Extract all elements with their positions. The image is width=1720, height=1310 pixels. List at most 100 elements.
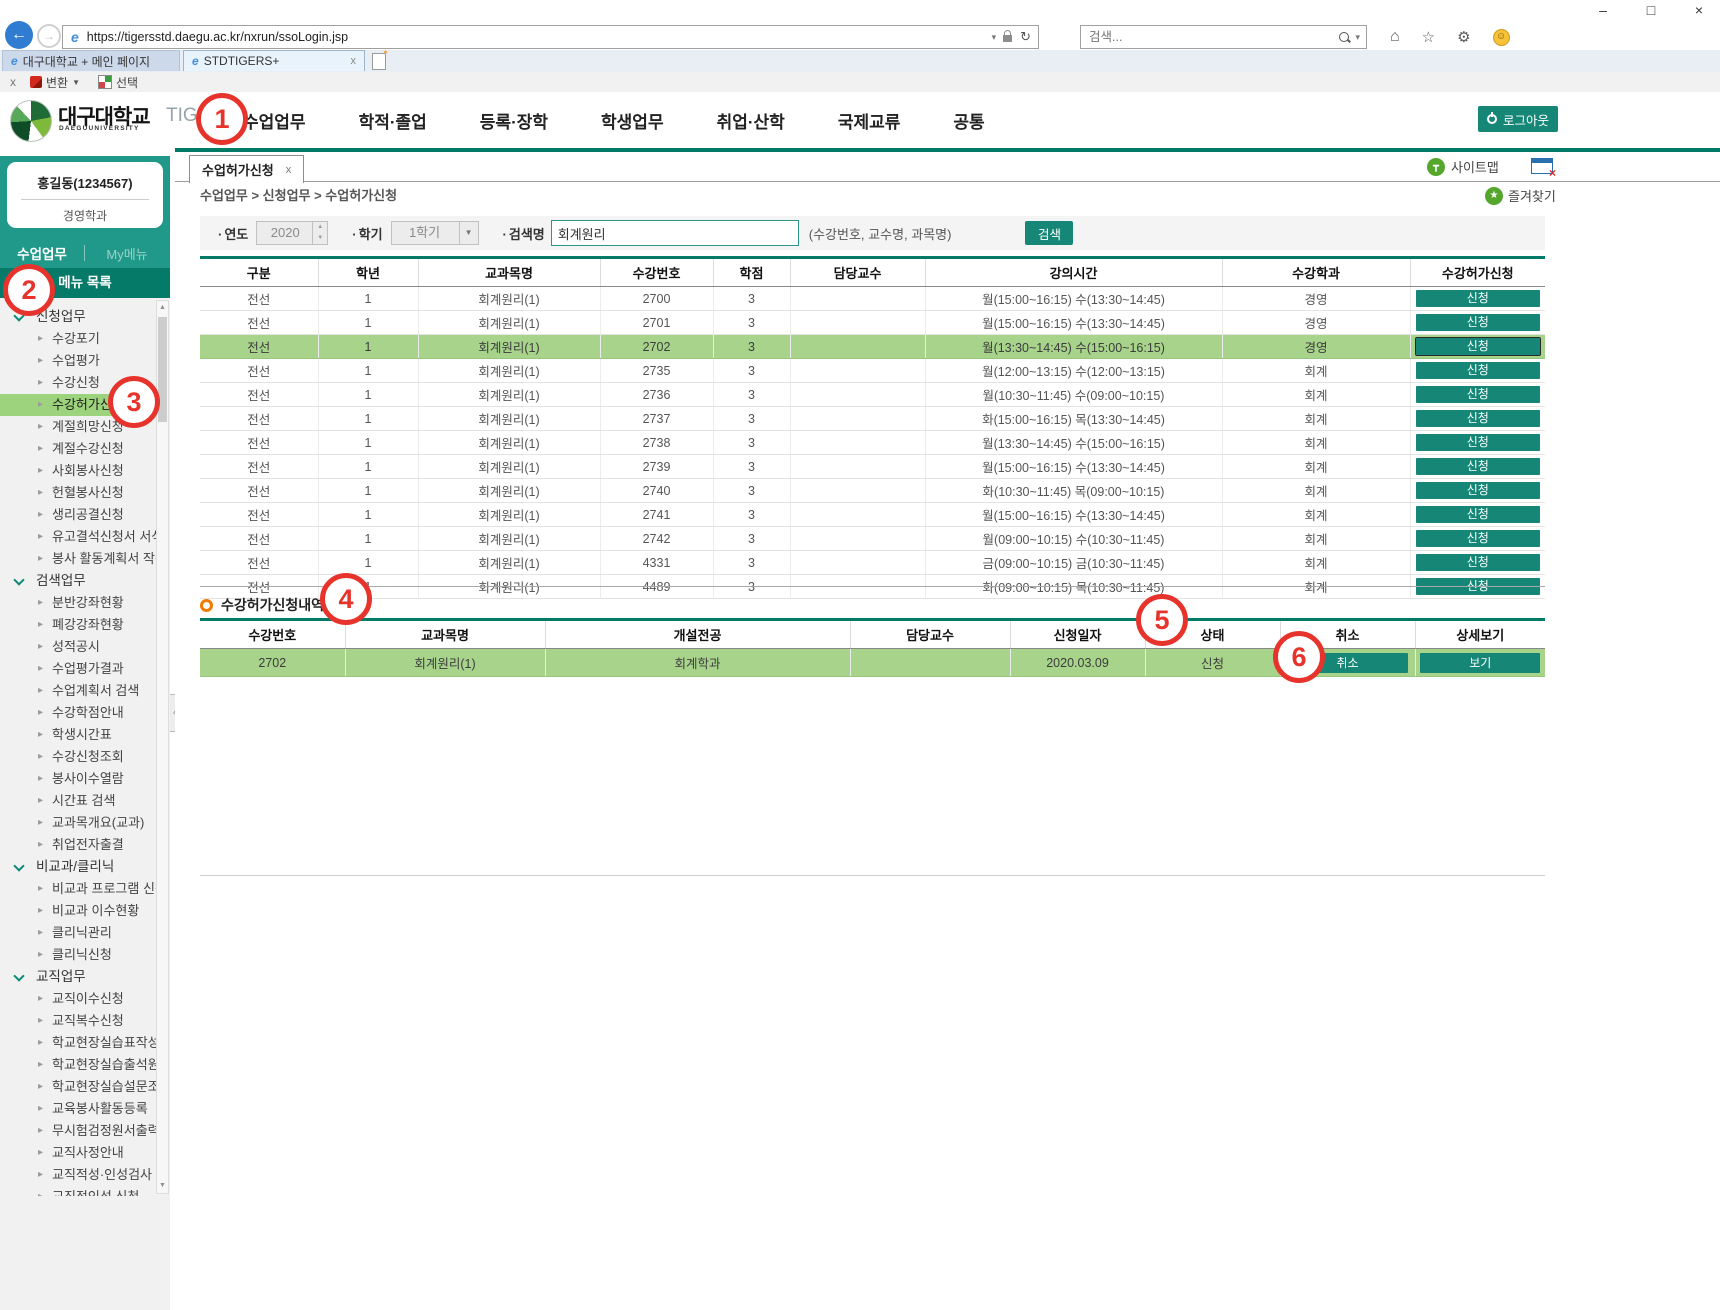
sidebar-menu-item[interactable]: 취업전자출결	[0, 834, 156, 856]
browser-tab-main-page[interactable]: e 대구대학교 + 메인 페이지	[2, 50, 180, 71]
apply-button[interactable]: 신청	[1415, 434, 1540, 451]
apply-button[interactable]: 신청	[1414, 337, 1541, 356]
add-favorite-button[interactable]: ★ 즐겨찾기	[1485, 186, 1556, 205]
logout-button[interactable]: 로그아웃	[1478, 106, 1558, 132]
sidebar-menu-item[interactable]: 수강신청	[0, 372, 156, 394]
course-row[interactable]: 전선 1 회계원리(1) 2701 3 월(15:00~16:15) 수(13:…	[200, 310, 1545, 335]
sidebar-menu-item[interactable]: 학생시간표	[0, 724, 156, 746]
scroll-up-icon[interactable]: ▲	[159, 304, 166, 311]
scroll-down-icon[interactable]: ▼	[159, 1182, 166, 1189]
sidebar-menu-item[interactable]: 성적공시	[0, 636, 156, 658]
course-row[interactable]: 전선 1 회계원리(1) 2736 3 월(10:30~11:45) 수(09:…	[200, 382, 1545, 407]
sidebar-menu-item[interactable]: 학교현장실습설문조사	[0, 1076, 156, 1098]
sidebar-menu-item[interactable]: 봉사이수열람	[0, 768, 156, 790]
sidebar-menu-item[interactable]: 교직업무	[0, 966, 156, 988]
apply-button[interactable]: 신청	[1415, 482, 1540, 499]
sidebar-menu-item[interactable]: 수업계획서 검색	[0, 680, 156, 702]
sitemap-button[interactable]: ┳ 사이트맵	[1427, 157, 1499, 176]
course-row[interactable]: 전선 1 회계원리(1) 2739 3 월(15:00~16:15) 수(13:…	[200, 454, 1545, 479]
feedback-smiley-icon[interactable]: ☺	[1492, 28, 1510, 46]
apply-button[interactable]: 신청	[1415, 314, 1540, 331]
sidebar-menu-item[interactable]: 교직복수신청	[0, 1010, 156, 1032]
sidebar-menu-item[interactable]: 교육봉사활동등록	[0, 1098, 156, 1120]
window-minimize-button[interactable]: –	[1599, 2, 1607, 18]
sidebar-menu-item[interactable]: 클리닉신청	[0, 944, 156, 966]
addon-select-button[interactable]: 선택	[98, 74, 138, 91]
course-row[interactable]: 전선 1 회계원리(1) 2738 3 월(13:30~14:45) 수(15:…	[200, 430, 1545, 455]
home-icon[interactable]: ⌂	[1390, 28, 1400, 45]
sidebar-menu-item[interactable]: 계절희망신청	[0, 416, 156, 438]
sidebar-menu-item[interactable]: 비교과 이수현황	[0, 900, 156, 922]
sidebar-menu-item[interactable]: 클리닉관리	[0, 922, 156, 944]
search-dropdown-icon[interactable]: ▾	[1355, 31, 1360, 42]
back-button[interactable]: ←	[5, 21, 33, 49]
sidebar-menu-item[interactable]: 교직적성·인성검사	[0, 1164, 156, 1186]
top-nav-item[interactable]: 학생업무	[601, 112, 664, 132]
browser-search-input[interactable]	[1081, 29, 1340, 45]
search-icon[interactable]	[1339, 32, 1350, 42]
apply-button[interactable]: 신청	[1415, 506, 1540, 523]
address-bar[interactable]: e ▾ ↻	[62, 25, 1039, 49]
top-nav-item[interactable]: 공통	[953, 112, 985, 132]
apply-button[interactable]: 신청	[1415, 290, 1540, 307]
sidebar-menu-item[interactable]: 학교현장실습표작성	[0, 1032, 156, 1054]
sidebar-menu-item[interactable]: 수강신청조회	[0, 746, 156, 768]
close-all-tabs-icon[interactable]	[1531, 158, 1556, 180]
top-nav-item[interactable]: 학적·졸업	[358, 112, 427, 132]
sidebar-menu-item[interactable]: 유고결석신청서 서식	[0, 526, 156, 548]
sidebar-menu-item[interactable]: 봉사 활동계획서 작성	[0, 548, 156, 570]
apply-button[interactable]: 신청	[1415, 386, 1540, 403]
sidebar-menu-item[interactable]: 시간표 검색	[0, 790, 156, 812]
keyword-input[interactable]	[550, 220, 799, 246]
browser-tab-stdtigers[interactable]: e STDTIGERS+ x	[183, 50, 365, 71]
settings-gear-icon[interactable]: ⚙	[1457, 29, 1471, 46]
sidebar-menu-item[interactable]: 신청업무	[0, 306, 156, 328]
sidebar-menu-item[interactable]: 비교과/클리닉	[0, 856, 156, 878]
sidebar-menu-item[interactable]: 수업평가결과	[0, 658, 156, 680]
apply-button[interactable]: 신청	[1415, 554, 1540, 571]
view-button[interactable]: 보기	[1420, 652, 1541, 673]
sidebar-menu-item[interactable]: 검색업무	[0, 570, 156, 592]
view-tab[interactable]: 수업허가신청 x	[189, 155, 305, 183]
sidebar-menu-item[interactable]: 비교과 프로그램 신청	[0, 878, 156, 900]
forward-button[interactable]: →	[37, 24, 61, 48]
university-logo[interactable]	[10, 100, 52, 142]
apply-button[interactable]: 신청	[1415, 410, 1540, 427]
favorites-star-icon[interactable]: ☆	[1421, 29, 1436, 46]
top-nav-item[interactable]: 수업업무	[243, 112, 306, 132]
spin-down-icon[interactable]: ▼	[317, 235, 324, 241]
course-row[interactable]: 전선 1 회계원리(1) 4331 3 금(09:00~10:15) 금(10:…	[200, 550, 1545, 575]
sidebar-menu-item[interactable]: 분반강좌현황	[0, 592, 156, 614]
sidebar-menu-item[interactable]: 생리공결신청	[0, 504, 156, 526]
sidebar-menu-item[interactable]: 수업평가	[0, 350, 156, 372]
view-tab-close-icon[interactable]: x	[285, 163, 292, 176]
sidebar-menu-item[interactable]: 교직이수신청	[0, 988, 156, 1010]
sidebar-menu-item[interactable]: 교과목개요(교과)	[0, 812, 156, 834]
sidebar-tab-work[interactable]: 수업업무	[17, 247, 67, 262]
sidebar-menu-item[interactable]: 교직적인성 신청	[0, 1186, 156, 1196]
apply-button[interactable]: 신청	[1415, 530, 1540, 547]
top-nav-item[interactable]: 국제교류	[837, 112, 901, 132]
history-row[interactable]: 2702 회계원리(1) 회계학과 2020.03.09 신청 취소 보기	[200, 648, 1545, 677]
course-row[interactable]: 전선 1 회계원리(1) 2700 3 월(15:00~16:15) 수(13:…	[200, 286, 1545, 311]
addon-close-icon[interactable]: x	[10, 75, 16, 89]
chevron-down-icon[interactable]: ▼	[72, 77, 81, 87]
course-row[interactable]: 전선 1 회계원리(1) 2741 3 월(15:00~16:15) 수(13:…	[200, 502, 1545, 527]
sidebar-menu-item[interactable]: 무시험검정원서출력	[0, 1120, 156, 1142]
sidebar-menu-item[interactable]: 폐강강좌현황	[0, 614, 156, 636]
url-dropdown-icon[interactable]: ▾	[991, 31, 997, 42]
apply-button[interactable]: 신청	[1415, 362, 1540, 379]
top-nav-item[interactable]: 등록·장학	[479, 112, 549, 132]
new-tab-button[interactable]	[372, 48, 389, 70]
sidebar-menu-item[interactable]: 교직사정안내	[0, 1142, 156, 1164]
window-maximize-button[interactable]: □	[1646, 2, 1656, 18]
window-close-button[interactable]: ×	[1694, 2, 1704, 18]
refresh-icon[interactable]: ↻	[1020, 29, 1031, 44]
year-stepper[interactable]: 2020 ▲ ▼	[256, 221, 329, 245]
course-row[interactable]: 전선 1 회계원리(1) 2735 3 월(12:00~13:15) 수(12:…	[200, 358, 1545, 383]
sidebar-tab-mymenu[interactable]: My메뉴	[106, 246, 148, 262]
addon-convert-button[interactable]: 변환 ▼	[30, 74, 80, 91]
course-row[interactable]: 전선 1 회계원리(1) 2742 3 월(09:00~10:15) 수(10:…	[200, 526, 1545, 551]
sidebar-menu-item[interactable]: 사회봉사신청	[0, 460, 156, 482]
sidebar-menu-item[interactable]: 계절수강신청	[0, 438, 156, 460]
